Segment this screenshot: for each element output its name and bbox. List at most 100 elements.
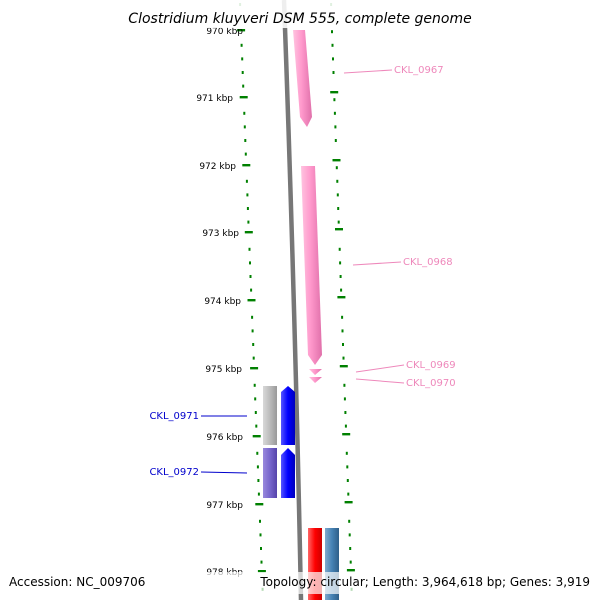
ruler-left-tick-minor [259, 519, 261, 523]
ruler-right-tick-minor [344, 424, 347, 428]
scale-label-971: 971 kbp [196, 94, 233, 104]
ruler-right-tick-minor [337, 220, 340, 224]
ruler-left-tick-minor [244, 152, 247, 156]
ruler-left-tick-minor [247, 220, 250, 224]
ruler-right-tick-major [342, 433, 351, 436]
gene-ckl-0967-arrow[interactable] [293, 30, 312, 127]
ruler-left-tick-major [250, 367, 259, 370]
gene-ckl-0968-arrow[interactable] [301, 166, 322, 365]
ruler-left-tick-major [255, 503, 264, 506]
ruler-right-tick-major [339, 365, 348, 368]
leader-ckl-0968 [352, 261, 402, 266]
ruler-right-tick-minor [336, 193, 339, 197]
genome-backbone [281, 0, 304, 600]
ruler-right-tick-minor [333, 111, 336, 115]
ruler-right-tick-minor [346, 465, 349, 469]
scale-label-974: 974 kbp [204, 297, 241, 307]
ruler-right-tick-minor [342, 343, 344, 346]
ruler-right-tick-minor [343, 383, 346, 387]
gene-ckl-0970-arrow[interactable] [309, 377, 322, 383]
ruler-right-tick-minor [348, 533, 351, 537]
ruler-right-tick-minor [332, 57, 334, 61]
ruler-right-tick-minor [331, 43, 334, 47]
ruler-left-track [237, 3, 266, 591]
ruler-left-tick-minor [252, 343, 255, 346]
gene-ckl-0971-arrow[interactable] [281, 386, 295, 445]
ruler-left-tick-minor [254, 411, 257, 414]
ruler-left-tick-minor [248, 247, 251, 251]
ruler-left-tick-minor [251, 315, 254, 319]
ruler-right-tick-minor [333, 98, 336, 102]
ruler-right-tick-minor [342, 356, 345, 360]
ruler-left-tick-minor [241, 57, 244, 61]
genome-summary-text: Topology: circular; Length: 3,964,618 bp… [259, 575, 590, 589]
leader-ckl-0970 [355, 378, 405, 384]
ruler-left-tick-minor [256, 451, 259, 455]
gene-ckl-0972-arrow[interactable] [281, 448, 295, 498]
gene-label-ckl-0967[interactable]: CKL_0967 [394, 65, 444, 76]
ruler-left-tick-major [244, 231, 253, 234]
ruler-left-tick-minor [246, 193, 249, 197]
gene-ckl-0972-purple-block[interactable] [263, 448, 277, 498]
ruler-right-tick-major [344, 501, 353, 504]
ruler-right-tick-minor [337, 207, 340, 210]
genome-title: Clostridium kluyveri DSM 555, complete g… [128, 11, 471, 27]
ruler-left-tick-major [252, 435, 261, 438]
ruler-right-tick-minor [332, 71, 335, 74]
ruler-left-tick-minor [241, 71, 244, 74]
ruler-right-tick-minor [331, 30, 333, 34]
ruler-left-tick-minor [252, 356, 255, 360]
ruler-right-tick-minor [336, 179, 339, 183]
ruler-right-tick-minor [338, 247, 341, 251]
footer-band [0, 572, 600, 594]
scale-label-970: 970 kbp [206, 27, 243, 37]
ruler-left-tick-minor [260, 547, 262, 550]
ruler-left-tick-minor [257, 479, 260, 482]
ruler-right-tick-minor [348, 519, 351, 523]
ruler-right-tick-minor [335, 166, 338, 170]
ruler-right-tick-minor [349, 560, 352, 564]
ruler-left-tick-minor [245, 179, 248, 183]
leader-ckl-0972 [200, 471, 248, 474]
gene-ckl-0969-arrow[interactable] [309, 369, 322, 375]
ruler-right-tick-minor [347, 492, 350, 496]
ruler-right-tick-major [346, 569, 355, 572]
scale-label-977: 977 kbp [206, 501, 243, 511]
ruler-right-tick-major [335, 228, 343, 231]
ruler-left-tick-major [242, 164, 251, 167]
ruler-left-tick-minor [260, 560, 263, 564]
gene-label-ckl-0969[interactable]: CKL_0969 [406, 360, 456, 371]
gene-label-ckl-0968[interactable]: CKL_0968 [403, 257, 453, 268]
ruler-left-tick-minor [259, 533, 262, 537]
ruler-left-tick-minor [253, 383, 256, 387]
ruler-left-tick-major [257, 570, 266, 573]
ruler-left-tick-major [239, 96, 248, 99]
gene-label-ckl-0971[interactable]: CKL_0971 [149, 411, 199, 422]
gene-ckl-0971-gray-block[interactable] [263, 386, 277, 445]
ruler-right-tick-minor [345, 451, 348, 455]
ruler-left-tick-minor [256, 465, 259, 469]
ruler-left-tick-minor [243, 111, 246, 115]
ruler-right-tick-minor [349, 547, 352, 550]
gene-label-ckl-0970[interactable]: CKL_0970 [406, 378, 456, 389]
scale-label-975: 975 kbp [205, 365, 242, 375]
scale-label-972: 972 kbp [199, 162, 236, 172]
ruler-right-tick-minor [341, 315, 344, 319]
ruler-left-tick-minor [243, 125, 246, 129]
ruler-left-tick-major [247, 299, 256, 302]
accession-text: Accession: NC_009706 [9, 575, 145, 589]
ruler-right-tick-minor [334, 139, 337, 142]
ruler-left-tick-minor [250, 288, 253, 292]
gene-label-ckl-0972[interactable]: CKL_0972 [149, 467, 199, 478]
ruler-right-tick-minor [340, 288, 343, 292]
ruler-right-tick-minor [339, 261, 342, 265]
ruler-right-tick-minor [344, 411, 347, 414]
leader-ckl-0967 [343, 69, 393, 74]
ruler-right-tick-minor [343, 397, 346, 401]
ruler-left-tick-minor [251, 329, 254, 333]
ruler-right-tick-major [337, 296, 346, 299]
ruler-left-tick-minor [242, 84, 245, 88]
ruler-left-tick-minor [257, 492, 260, 496]
ruler-right-tick-major [332, 159, 341, 162]
